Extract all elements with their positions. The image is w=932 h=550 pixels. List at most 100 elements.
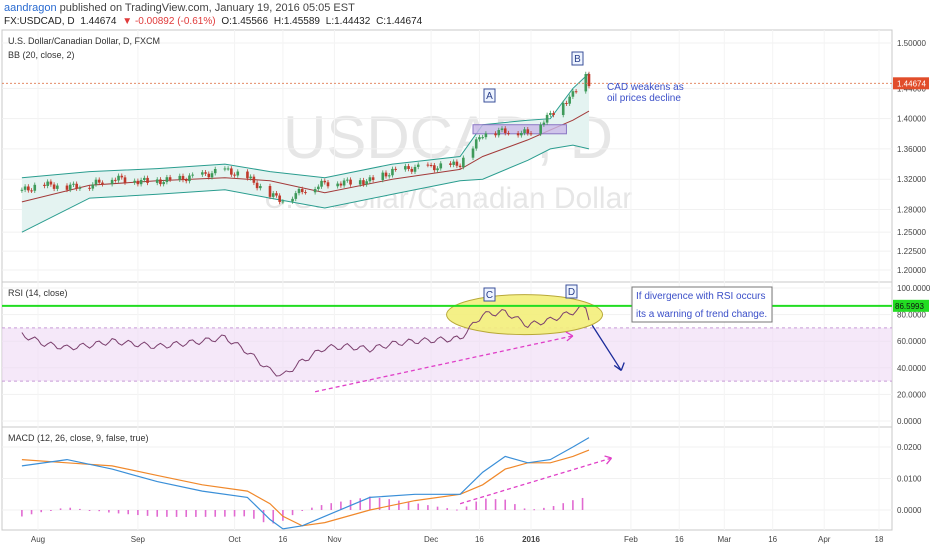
candle-body[interactable]: [339, 183, 343, 186]
candle-body[interactable]: [94, 179, 98, 185]
candle-body[interactable]: [255, 182, 259, 189]
candle-body[interactable]: [213, 169, 217, 174]
candle-body[interactable]: [162, 182, 165, 185]
candle-body[interactable]: [46, 181, 49, 186]
candle-body[interactable]: [436, 168, 439, 171]
candle-body[interactable]: [507, 133, 510, 135]
candle-body[interactable]: [300, 188, 304, 193]
candle-body[interactable]: [416, 164, 420, 167]
candle-body[interactable]: [358, 180, 362, 185]
candle-body[interactable]: [313, 189, 317, 193]
symbol-label[interactable]: FX:USDCAD, D: [4, 16, 75, 27]
candle-body[interactable]: [297, 188, 301, 194]
candle-body[interactable]: [413, 166, 417, 172]
candle-body[interactable]: [72, 183, 75, 185]
candle-body[interactable]: [549, 113, 552, 115]
candle-body[interactable]: [484, 133, 488, 138]
candle-body[interactable]: [474, 139, 478, 149]
candle-body[interactable]: [552, 113, 555, 116]
candle-body[interactable]: [426, 164, 430, 166]
candle-body[interactable]: [143, 177, 146, 180]
candle-body[interactable]: [223, 168, 227, 170]
candle-body[interactable]: [304, 192, 307, 194]
candle-body[interactable]: [317, 186, 320, 190]
candle-body[interactable]: [349, 179, 352, 185]
candle-body[interactable]: [236, 171, 240, 176]
candle-body[interactable]: [207, 173, 211, 178]
candle-body[interactable]: [117, 175, 120, 181]
candle-body[interactable]: [320, 180, 323, 187]
candle-body[interactable]: [178, 175, 182, 180]
candle-body[interactable]: [268, 186, 272, 197]
candle-body[interactable]: [323, 180, 327, 183]
candle-body[interactable]: [52, 184, 56, 189]
candle-body[interactable]: [497, 130, 501, 136]
candle-body[interactable]: [410, 168, 414, 172]
candle-body[interactable]: [184, 179, 188, 182]
candle-body[interactable]: [97, 179, 101, 183]
candle-body[interactable]: [394, 168, 397, 170]
candle-body[interactable]: [133, 180, 136, 183]
candle-body[interactable]: [165, 177, 169, 183]
candle-body[interactable]: [159, 179, 162, 185]
candle-body[interactable]: [568, 96, 571, 104]
candle-body[interactable]: [114, 179, 117, 181]
candle-body[interactable]: [30, 190, 33, 192]
candle-body[interactable]: [542, 122, 546, 125]
candle-body[interactable]: [291, 198, 294, 202]
candle-body[interactable]: [458, 165, 462, 168]
candle-body[interactable]: [120, 175, 124, 178]
candle-body[interactable]: [23, 186, 27, 190]
candle-body[interactable]: [462, 157, 465, 168]
candle-body[interactable]: [249, 176, 252, 179]
candle-body[interactable]: [146, 177, 149, 183]
candle-body[interactable]: [384, 172, 388, 177]
candle-body[interactable]: [155, 179, 159, 183]
candle-body[interactable]: [587, 74, 591, 87]
candle-body[interactable]: [91, 184, 95, 189]
candle-body[interactable]: [230, 168, 233, 175]
candle-body[interactable]: [455, 161, 459, 166]
candle-body[interactable]: [523, 129, 526, 133]
candle-body[interactable]: [584, 74, 588, 92]
candle-body[interactable]: [346, 179, 349, 181]
candle-body[interactable]: [520, 132, 523, 136]
candle-body[interactable]: [56, 185, 59, 189]
candle-body[interactable]: [204, 172, 207, 174]
candle-body[interactable]: [294, 193, 298, 199]
candle-body[interactable]: [571, 91, 575, 97]
price-pane[interactable]: [1, 29, 893, 283]
candle-body[interactable]: [101, 182, 104, 185]
candle-body[interactable]: [246, 171, 249, 179]
candle-body[interactable]: [49, 181, 53, 185]
candle-body[interactable]: [404, 166, 407, 170]
candle-body[interactable]: [326, 182, 330, 187]
candle-body[interactable]: [233, 174, 236, 176]
candle-body[interactable]: [439, 163, 443, 169]
candle-body[interactable]: [278, 195, 281, 202]
candle-body[interactable]: [503, 128, 507, 134]
candle-body[interactable]: [565, 102, 568, 104]
candle-body[interactable]: [168, 177, 172, 180]
candle-body[interactable]: [191, 174, 194, 176]
candle-body[interactable]: [259, 186, 262, 189]
candle-body[interactable]: [43, 184, 46, 186]
candle-body[interactable]: [75, 183, 78, 189]
candle-body[interactable]: [539, 124, 542, 134]
candle-body[interactable]: [210, 173, 214, 178]
candle-body[interactable]: [429, 165, 433, 167]
candle-body[interactable]: [471, 148, 475, 158]
candle-body[interactable]: [252, 176, 256, 183]
candle-body[interactable]: [271, 193, 275, 197]
candle-body[interactable]: [371, 177, 375, 180]
candle-body[interactable]: [387, 175, 391, 177]
candle-body[interactable]: [88, 187, 91, 189]
candle-body[interactable]: [574, 91, 578, 93]
candle-body[interactable]: [381, 172, 385, 180]
candle-body[interactable]: [433, 165, 436, 171]
candle-body[interactable]: [449, 163, 452, 165]
candle-body[interactable]: [368, 177, 372, 182]
candle-body[interactable]: [226, 168, 230, 170]
candle-body[interactable]: [481, 137, 484, 139]
